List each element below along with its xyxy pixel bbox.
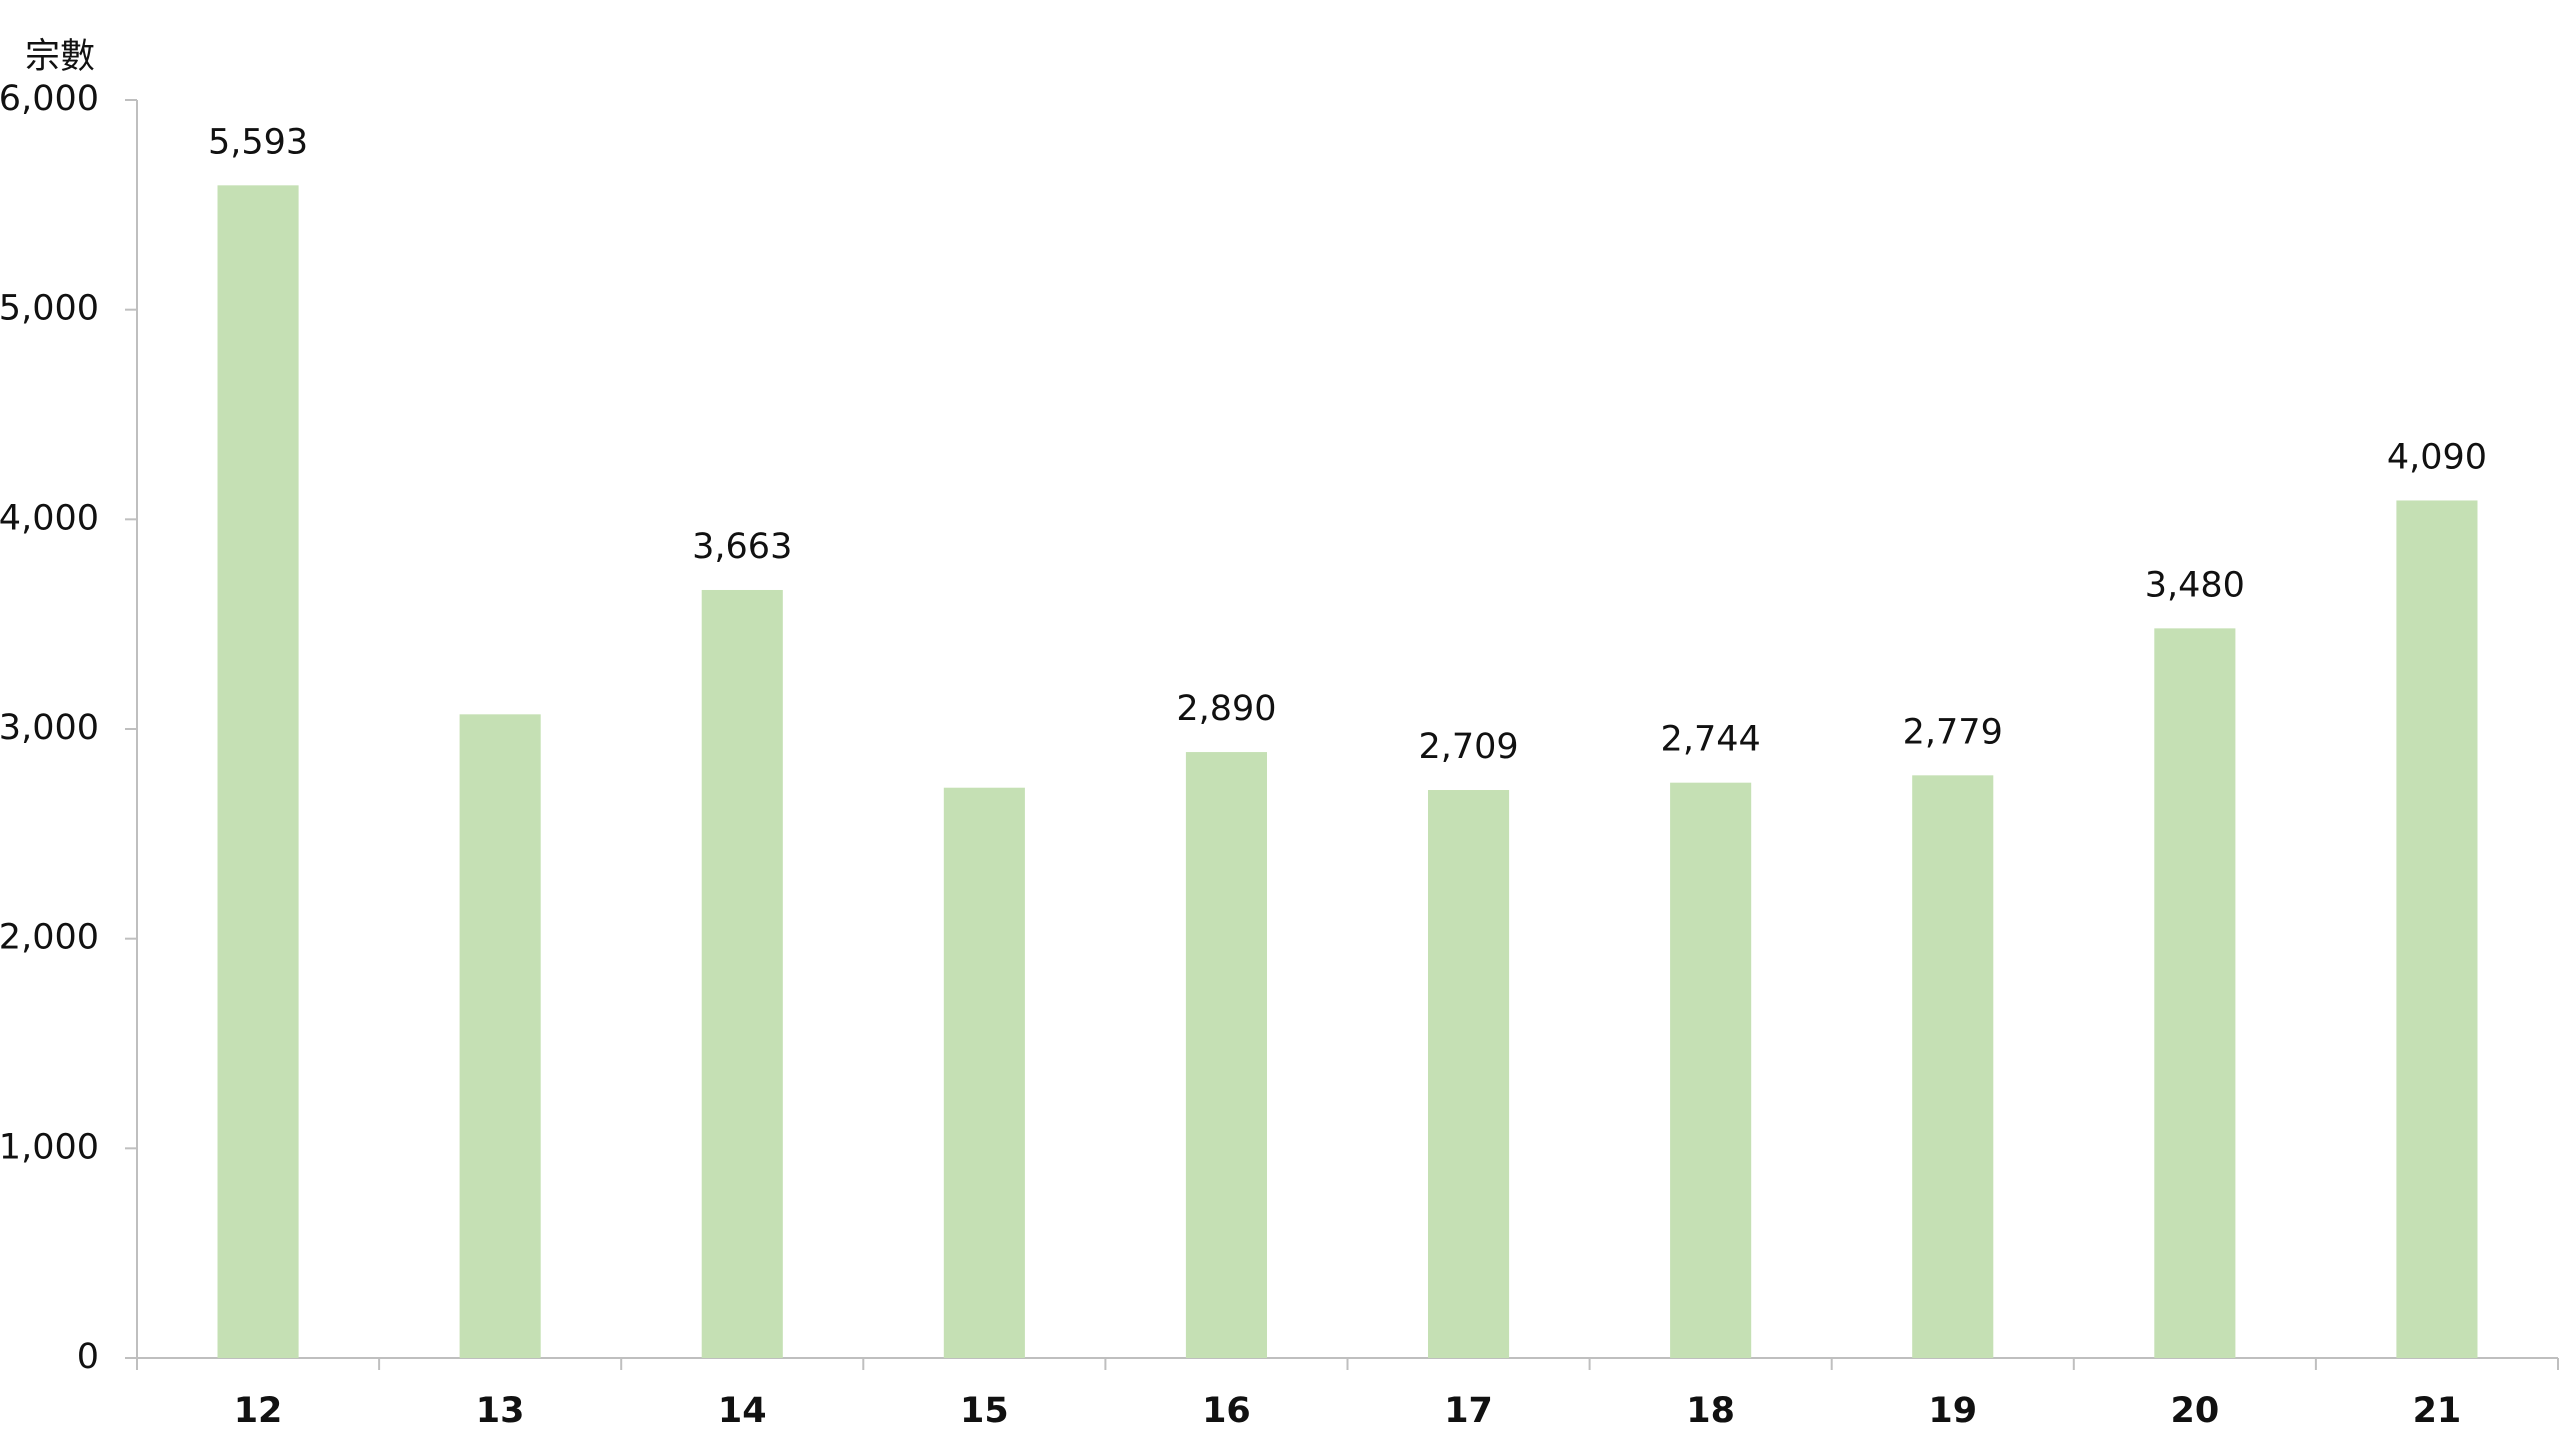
value-label: 2,890 <box>1176 689 1276 729</box>
x-tick-label: 15 <box>960 1391 1009 1431</box>
y-tick-label: 4,000 <box>0 498 99 538</box>
x-tick-label: 21 <box>2413 1391 2462 1431</box>
value-label: 4,090 <box>2387 437 2487 477</box>
y-tick-label: 0 <box>77 1337 99 1377</box>
x-tick-label: 17 <box>1444 1391 1493 1431</box>
value-label: 2,744 <box>1661 720 1761 760</box>
bar <box>943 787 1025 1358</box>
bar <box>2396 500 2478 1358</box>
bar <box>701 589 783 1358</box>
y-axis-label: 宗數 <box>25 37 95 77</box>
bar <box>1427 790 1510 1358</box>
value-label: 2,709 <box>1418 727 1518 767</box>
bar <box>2154 628 2236 1358</box>
bar <box>217 185 299 1358</box>
bar <box>1912 775 1994 1358</box>
y-tick-label: 1,000 <box>0 1127 99 1167</box>
value-label: 5,593 <box>208 122 308 162</box>
x-tick-label: 18 <box>1686 1391 1735 1431</box>
y-tick-label: 5,000 <box>0 289 99 329</box>
x-tick-label: 20 <box>2170 1391 2219 1431</box>
bar <box>1185 752 1268 1358</box>
bar <box>459 714 541 1358</box>
y-tick-label: 2,000 <box>0 918 99 958</box>
x-tick-label: 14 <box>718 1391 767 1431</box>
x-tick-label: 13 <box>476 1391 525 1431</box>
x-tick-label: 12 <box>234 1391 283 1431</box>
x-tick-label: 16 <box>1202 1391 1251 1431</box>
y-tick-label: 3,000 <box>0 708 99 748</box>
value-label: 3,663 <box>692 527 792 567</box>
value-label: 3,480 <box>2145 565 2245 605</box>
y-tick-label: 6,000 <box>0 79 99 119</box>
x-tick-label: 19 <box>1928 1391 1977 1431</box>
bar <box>1670 782 1752 1358</box>
value-label: 2,779 <box>1903 712 2003 752</box>
